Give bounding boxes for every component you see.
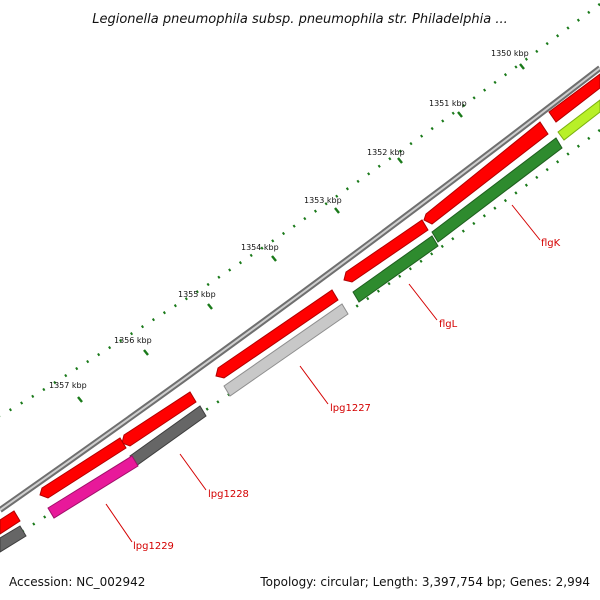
kbp-label: 1356 kbp <box>114 336 152 345</box>
kbp-label: 1350 kbp <box>491 49 529 58</box>
forward-gene-arrow[interactable] <box>423 121 549 225</box>
gene-labels: flgK flgL lpg1227 lpg1228 lpg1229 <box>133 238 561 552</box>
gene-bar-yellowgreen[interactable] <box>557 99 600 141</box>
forward-gene-arrow[interactable] <box>548 73 600 123</box>
gene-label-lpg1227[interactable]: lpg1227 <box>330 403 371 414</box>
kbp-label: 1357 kbp <box>49 381 87 390</box>
kbp-labels: 1350 kbp 1351 kbp 1352 kbp 1353 kbp 1354… <box>49 49 529 390</box>
forward-gene-arrow[interactable] <box>343 219 429 283</box>
gene-bar-lpg1229[interactable] <box>47 455 139 519</box>
forward-strand-genes <box>0 73 600 535</box>
major-ticks <box>77 63 525 403</box>
gene-label-flgl[interactable]: flgL <box>439 319 458 330</box>
gene-label-flgk[interactable]: flgK <box>541 238 561 249</box>
kbp-label: 1355 kbp <box>178 290 216 299</box>
gene-bar-lpg1227[interactable] <box>223 303 349 397</box>
kbp-label: 1352 kbp <box>367 148 405 157</box>
gene-label-lpg1228[interactable]: lpg1228 <box>208 489 249 500</box>
forward-gene-arrow[interactable] <box>0 510 21 535</box>
map-title: Legionella pneumophila subsp. pneumophil… <box>92 12 508 27</box>
gene-label-lpg1229[interactable]: lpg1229 <box>133 541 174 552</box>
kbp-label: 1353 kbp <box>304 196 342 205</box>
gene-track <box>0 99 600 553</box>
kbp-label: 1354 kbp <box>241 243 279 252</box>
gene-bar-flgl[interactable] <box>352 235 439 303</box>
chromosome-backbone <box>0 65 600 513</box>
genome-summary-text: Topology: circular; Length: 3,397,754 bp… <box>259 575 590 589</box>
outer-tick-ring <box>0 2 600 418</box>
gene-bar-flgk[interactable] <box>431 137 563 243</box>
forward-gene-arrow[interactable] <box>215 289 339 379</box>
forward-gene-arrow[interactable] <box>39 437 127 499</box>
gene-bar-grey-edge[interactable] <box>0 525 27 553</box>
accession-text: Accession: NC_002942 <box>9 575 145 589</box>
label-leaders <box>105 204 541 543</box>
kbp-label: 1351 kbp <box>429 99 467 108</box>
